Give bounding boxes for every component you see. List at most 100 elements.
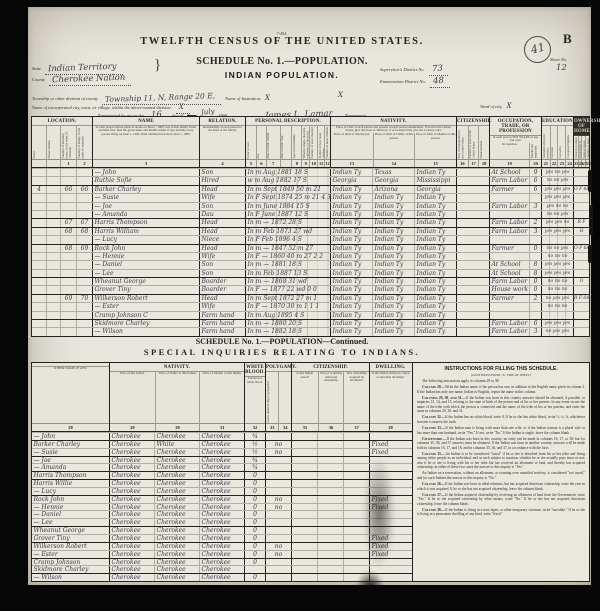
header-column-label: Is this Indian taxed? <box>292 372 318 424</box>
cell-per: w m Aug 1882 17 S <box>245 177 330 185</box>
day-of-label: day of <box>172 113 183 118</box>
header-column-label: Fraction of white blood. <box>245 377 265 424</box>
header-column-label-text: Place of birth of this Person. <box>333 132 370 137</box>
cell-cit <box>456 244 489 252</box>
cell-name: Rock John <box>92 244 199 252</box>
cell-per: In m — 1882 18 S <box>245 328 330 336</box>
cell-blood: 0 <box>244 534 265 542</box>
cell-edu <box>541 311 573 320</box>
photo-edge-mark <box>589 205 593 235</box>
column-group-columns: OTHER NAME, IF ANY. 28 <box>32 367 109 432</box>
cell-la <box>32 177 46 184</box>
cell-father: White <box>154 440 199 448</box>
cell-mother: Cherokee <box>199 558 244 566</box>
cell-lb <box>46 194 60 202</box>
cell-name: Harris Willie <box>33 480 73 487</box>
cell-occ: Farmer <box>489 294 529 303</box>
cell-own <box>573 269 589 278</box>
column-group-columns: Is this Indian living in a fixed or mova… <box>370 372 411 432</box>
instruction-paragraph: Column 37.—If the Indian acquired citize… <box>417 492 585 506</box>
column-group-columns: 4 <box>200 133 245 167</box>
header-column: Whether single, married, widowed, or div… <box>301 125 310 167</box>
cell-n3: Georgia <box>414 185 456 194</box>
cell-name: — Lee <box>92 269 199 278</box>
cell-mo: 0 <box>529 278 541 286</box>
cell-n2: Arizona <box>372 185 414 194</box>
cell-dw <box>369 574 411 582</box>
instruction-paragraph: Column 36.—If the Indian was born in tri… <box>417 482 585 491</box>
cell-n1: Indian Ty <box>330 328 372 336</box>
cell-c2 <box>317 456 343 464</box>
cell-occ <box>489 194 529 202</box>
cell-cit <box>456 311 489 320</box>
cell-c3 <box>343 472 369 480</box>
special-inquiries-table: OTHER NAME, IF ANY. 28 NATIVITY. Tribe of t… <box>31 362 590 583</box>
instruction-lead: Column 33.— <box>422 426 446 431</box>
header-column-label-text: Farm or house. <box>582 139 586 159</box>
cell-dw: Fixed <box>369 495 411 503</box>
cell-rel: Hired <box>199 177 245 185</box>
cell-poly: no <box>265 542 291 550</box>
header-column-label: Date of birth: Year. <box>281 126 292 160</box>
column-number: 4 <box>200 159 245 167</box>
cell-father: Cherokee <box>154 511 199 519</box>
header-column-label-text: Tribe of this Indian. <box>119 371 146 375</box>
cell-n1: Indian Ty <box>330 261 372 269</box>
cell-own <box>573 236 589 244</box>
header-column: Date of birth: Year. <box>279 125 292 167</box>
cell-n2: Indian Ty <box>372 269 414 278</box>
column-group-label: NAME <box>93 117 199 126</box>
column-group: WHITE BLOOD. Fraction of white blood. 32 <box>244 363 265 431</box>
cell-n2: Indian Ty <box>372 278 414 286</box>
cell-rel: Farm hand <box>199 311 245 320</box>
column-group-columns: Fraction of white blood. 32 <box>245 377 265 432</box>
cell-dn <box>60 269 76 278</box>
cell-mo <box>529 210 541 219</box>
cell-n1: Indian Ty <box>330 252 372 261</box>
cell-mo <box>529 194 541 202</box>
cell-blood: 0 <box>244 519 265 527</box>
cell-n2: Indian Ty <box>372 194 414 202</box>
cell-name: — Joe <box>33 456 51 464</box>
column-number: 13 <box>331 159 373 167</box>
cell-dw <box>369 511 411 519</box>
header-column: Tribe of Father of this Indian. 30 <box>154 371 200 431</box>
cell-edu: yes no yes <box>541 169 573 177</box>
cell-occ: At School <box>489 261 529 269</box>
cell-edu: yes yes yes <box>541 194 573 202</box>
instruction-lead: Column 35.— <box>422 451 446 456</box>
cell-fn <box>76 320 92 328</box>
cell-rel: Head <box>199 294 245 303</box>
cell-name: — John <box>92 169 199 177</box>
cell-dn <box>60 328 76 336</box>
header-column-label-text: Can read. <box>550 146 555 159</box>
header-column-label: Year of immigration to the United States… <box>457 126 468 160</box>
column-group-label: CITIZENSHIP. <box>457 118 492 126</box>
cell-blood: ¾ <box>244 433 265 440</box>
cell-rel: Boarder <box>199 278 245 286</box>
cell-father: Cherokee <box>154 495 199 503</box>
cell-mo: 2 <box>529 219 541 227</box>
city-label: Name of incorporated city, town, or vill… <box>32 105 172 110</box>
column-number: 24 <box>566 159 574 166</box>
cell-name: — John <box>33 433 56 440</box>
column-number <box>280 159 292 167</box>
cell-c3 <box>343 503 369 511</box>
header-column: Owned free or mortgaged.26 <box>577 135 583 167</box>
cell-n2: Texas <box>372 169 414 177</box>
header-column-label: Place of birth of Mother of this person. <box>415 133 456 159</box>
column-number: 29 <box>110 423 155 431</box>
cell-father: Cherokee <box>154 480 199 487</box>
cell-mother: Cherokee <box>199 550 244 558</box>
table-row: Skidmore Charley Cherokee Cherokee Cherokee <box>32 565 412 574</box>
cell-occ: House work <box>489 286 529 294</box>
cell-la <box>32 286 46 293</box>
cell-own <box>573 194 589 202</box>
cell-name: Rock John <box>33 495 65 503</box>
header-column: Place of birth of Mother of this person.… <box>414 132 456 167</box>
cell-name: Cramp Johnson C <box>92 311 199 320</box>
column-number: 32 <box>245 423 265 431</box>
column-number: 36 <box>318 423 344 431</box>
cell-mo: 6 <box>529 185 541 194</box>
cell-poly: no <box>265 503 291 511</box>
